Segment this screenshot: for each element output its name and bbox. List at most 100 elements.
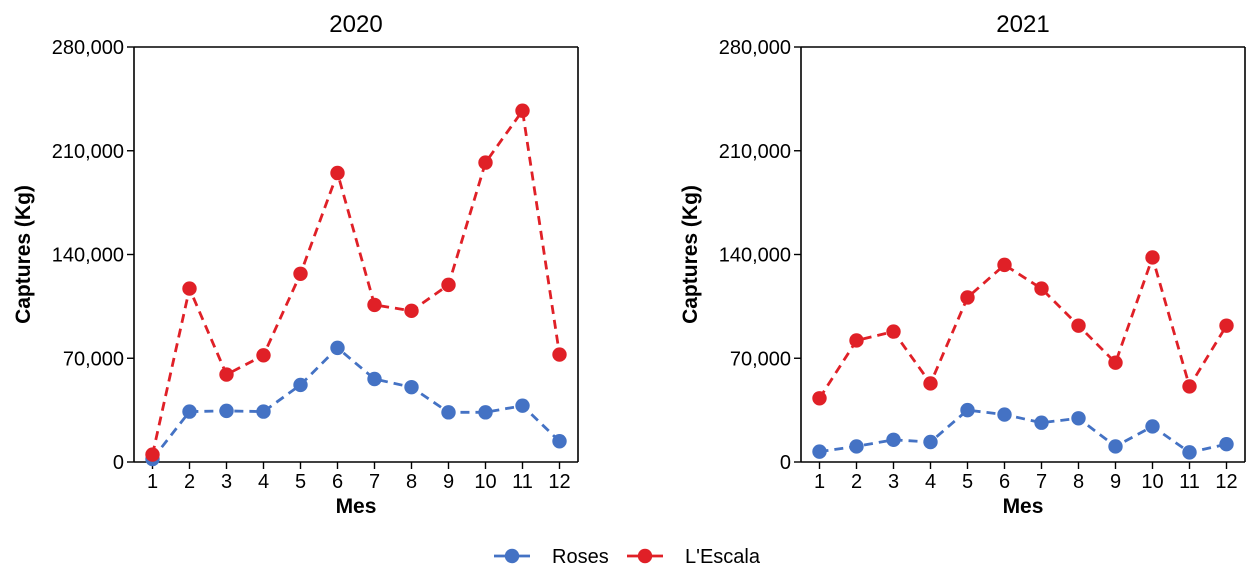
series-Roses — [812, 402, 1234, 460]
data-point — [552, 434, 567, 449]
x-tick-label: 12 — [1215, 471, 1237, 493]
series-L'Escala — [145, 103, 567, 462]
x-tick-label: 1 — [814, 471, 825, 493]
data-point — [1034, 415, 1049, 430]
legend-label: Roses — [552, 546, 609, 568]
series-Roses — [145, 340, 567, 467]
data-point — [812, 391, 827, 406]
data-point — [441, 277, 456, 293]
data-point — [997, 407, 1012, 422]
x-tick-label: 11 — [512, 471, 533, 493]
y-tick-label: 140,000 — [719, 245, 791, 267]
y-tick-label: 70,000 — [730, 348, 791, 370]
x-tick-label: 8 — [406, 471, 417, 493]
data-point — [515, 398, 530, 413]
x-tick-label: 3 — [221, 471, 232, 493]
series-L'Escala — [812, 250, 1234, 406]
data-point — [1145, 250, 1160, 265]
x-tick-label: 6 — [332, 471, 343, 493]
data-point — [515, 103, 530, 118]
data-point — [256, 404, 271, 419]
x-tick-label: 10 — [474, 471, 496, 493]
series-line — [151, 107, 561, 455]
y-tick-label: 280,000 — [52, 37, 124, 59]
data-point — [182, 281, 197, 296]
x-tick-label: 5 — [962, 471, 973, 493]
data-point — [330, 340, 345, 356]
legend-marker — [504, 548, 520, 564]
x-tick-label: 12 — [548, 471, 570, 493]
data-point — [960, 402, 975, 418]
data-point — [849, 333, 864, 348]
data-point — [960, 290, 975, 305]
x-tick-label: 9 — [443, 471, 454, 493]
data-point — [367, 297, 382, 313]
legend-item-Roses: Roses — [494, 546, 609, 568]
data-point — [478, 155, 493, 170]
data-point — [441, 405, 456, 420]
x-tick-label: 7 — [1036, 471, 1047, 493]
x-tick-label: 4 — [258, 471, 269, 493]
data-point — [1219, 437, 1234, 452]
data-point — [886, 324, 901, 339]
x-tick-label: 6 — [999, 471, 1010, 493]
data-point — [219, 367, 234, 382]
data-point — [1182, 445, 1197, 460]
data-point — [1145, 419, 1160, 434]
data-point — [923, 376, 938, 391]
data-point — [293, 377, 308, 393]
y-axis-title: Captures (Kg) — [12, 185, 35, 324]
y-tick-label: 210,000 — [52, 141, 124, 163]
data-point — [1219, 318, 1234, 333]
data-point — [404, 303, 419, 319]
y-axis-title: Captures (Kg) — [679, 185, 702, 324]
data-point — [1108, 439, 1123, 454]
data-point — [219, 403, 234, 419]
data-point — [330, 165, 345, 181]
x-tick-label: 2 — [184, 471, 195, 493]
data-point — [404, 379, 419, 395]
y-tick-label: 0 — [113, 452, 124, 474]
x-axis-title: Mes — [1003, 495, 1044, 518]
x-tick-label: 3 — [888, 471, 899, 493]
data-point — [182, 404, 197, 419]
y-tick-label: 140,000 — [52, 245, 124, 267]
data-point — [1034, 281, 1049, 296]
series-line — [818, 252, 1228, 400]
data-point — [849, 439, 864, 454]
x-axis-title: Mes — [336, 495, 377, 518]
y-tick-label: 0 — [780, 452, 791, 474]
data-point — [552, 347, 567, 362]
legend-label: L'Escala — [685, 546, 761, 568]
data-point — [812, 444, 827, 459]
x-tick-label: 4 — [925, 471, 936, 493]
data-point — [923, 434, 938, 450]
y-tick-label: 280,000 — [719, 37, 791, 59]
plot-title: 2020 — [329, 11, 382, 38]
data-point — [1108, 355, 1123, 370]
x-tick-label: 7 — [369, 471, 380, 493]
legend-marker — [637, 548, 653, 564]
series-line — [151, 346, 561, 460]
data-point — [886, 432, 901, 447]
x-tick-label: 1 — [147, 471, 158, 493]
plot-title: 2021 — [996, 11, 1049, 38]
data-point — [997, 257, 1012, 273]
data-point — [145, 447, 160, 462]
x-tick-label: 9 — [1110, 471, 1121, 493]
data-point — [1071, 318, 1086, 333]
y-tick-label: 70,000 — [63, 348, 124, 370]
data-point — [256, 348, 271, 363]
legend-item-L'Escala: L'Escala — [627, 546, 761, 568]
y-tick-label: 210,000 — [719, 141, 791, 163]
x-tick-label: 11 — [1179, 471, 1200, 493]
legend: Roses L'Escala — [494, 546, 761, 568]
data-point — [367, 371, 382, 387]
x-tick-label: 8 — [1073, 471, 1084, 493]
x-tick-label: 2 — [851, 471, 862, 493]
data-point — [478, 405, 493, 420]
x-tick-label: 5 — [295, 471, 306, 493]
